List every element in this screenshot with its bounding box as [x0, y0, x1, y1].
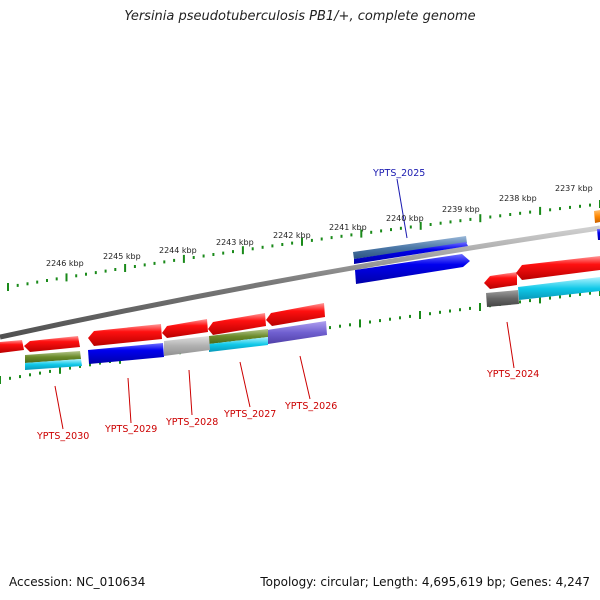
- tick-label-2246: 2246 kbp: [46, 259, 84, 268]
- tick-label-2239: 2239 kbp: [442, 205, 480, 214]
- gene-YPTS-2024-b[interactable]: [516, 256, 600, 280]
- leader-YPTS-2024: [506, 321, 515, 369]
- gene-label-YPTS-2030[interactable]: YPTS_2030: [36, 431, 89, 442]
- leader-YPTS-2025: [396, 178, 408, 239]
- tick-label-2241: 2241 kbp: [329, 223, 367, 232]
- leader-YPTS-2026: [299, 355, 311, 400]
- tick-label-2238: 2238 kbp: [499, 194, 537, 203]
- map-title: Yersinia pseudotuberculosis PB1/+, compl…: [124, 9, 476, 24]
- leader-YPTS-2027: [239, 361, 251, 408]
- accession-text: Accession: NC_010634: [9, 575, 146, 589]
- tick-label-2237: 2237 kbp: [555, 184, 593, 193]
- tick-label-2245: 2245 kbp: [103, 252, 141, 261]
- gene-partial-edge-orange[interactable]: [594, 210, 600, 223]
- gene-YPTS-2024-a[interactable]: [484, 272, 517, 289]
- tick-label-2242: 2242 kbp: [273, 231, 311, 240]
- tick-label-2240: 2240 kbp: [386, 214, 424, 223]
- gene-label-YPTS-2025[interactable]: YPTS_2025: [372, 168, 425, 179]
- gene-partial-edge-blue[interactable]: [597, 229, 600, 240]
- gene-YPTS-2030-cyan[interactable]: [25, 359, 82, 370]
- genome-backbone: [0, 225, 600, 340]
- gene-label-YPTS-2026[interactable]: YPTS_2026: [284, 401, 337, 412]
- gene-label-YPTS-2029[interactable]: YPTS_2029: [104, 424, 157, 435]
- leader-YPTS-2029: [127, 377, 132, 424]
- genome-summary-text: Topology: circular; Length: 4,695,619 bp…: [260, 575, 590, 589]
- gene-label-YPTS-2027[interactable]: YPTS_2027: [223, 409, 276, 420]
- gene-YPTS-2027-cyan[interactable]: [209, 337, 268, 352]
- gene-forward-2[interactable]: [355, 254, 470, 284]
- gene-YPTS-2027-olive[interactable]: [209, 329, 268, 344]
- gene-YPTS-2024-cyan[interactable]: [518, 277, 600, 300]
- gene-label-YPTS-2028[interactable]: YPTS_2028: [165, 417, 218, 428]
- leader-YPTS-2030: [54, 385, 64, 430]
- gene-YPTS-2025-feature[interactable]: [353, 236, 467, 259]
- outer-tick-track: [7, 200, 600, 291]
- gene-YPTS-2030[interactable]: [24, 336, 80, 352]
- gene-YPTS-2029[interactable]: [88, 324, 162, 346]
- gene-YPTS-2024-gray[interactable]: [486, 290, 519, 307]
- gene-YPTS-2026-purple[interactable]: [267, 321, 327, 344]
- gene-YPTS-2028[interactable]: [162, 319, 208, 338]
- gene-YPTS-2029-blue[interactable]: [88, 343, 164, 364]
- gene-label-YPTS-2024[interactable]: YPTS_2024: [486, 369, 539, 380]
- gene-YPTS-2027[interactable]: [208, 313, 266, 335]
- tick-label-2243: 2243 kbp: [216, 238, 254, 247]
- gene-YPTS-2026[interactable]: [266, 303, 325, 326]
- leader-YPTS-2028: [188, 369, 193, 416]
- tick-label-2244: 2244 kbp: [159, 246, 197, 255]
- gene-YPTS-2025[interactable]: [354, 242, 468, 264]
- gene-partial-left[interactable]: [0, 340, 24, 353]
- gene-YPTS-2028-gray[interactable]: [164, 336, 210, 356]
